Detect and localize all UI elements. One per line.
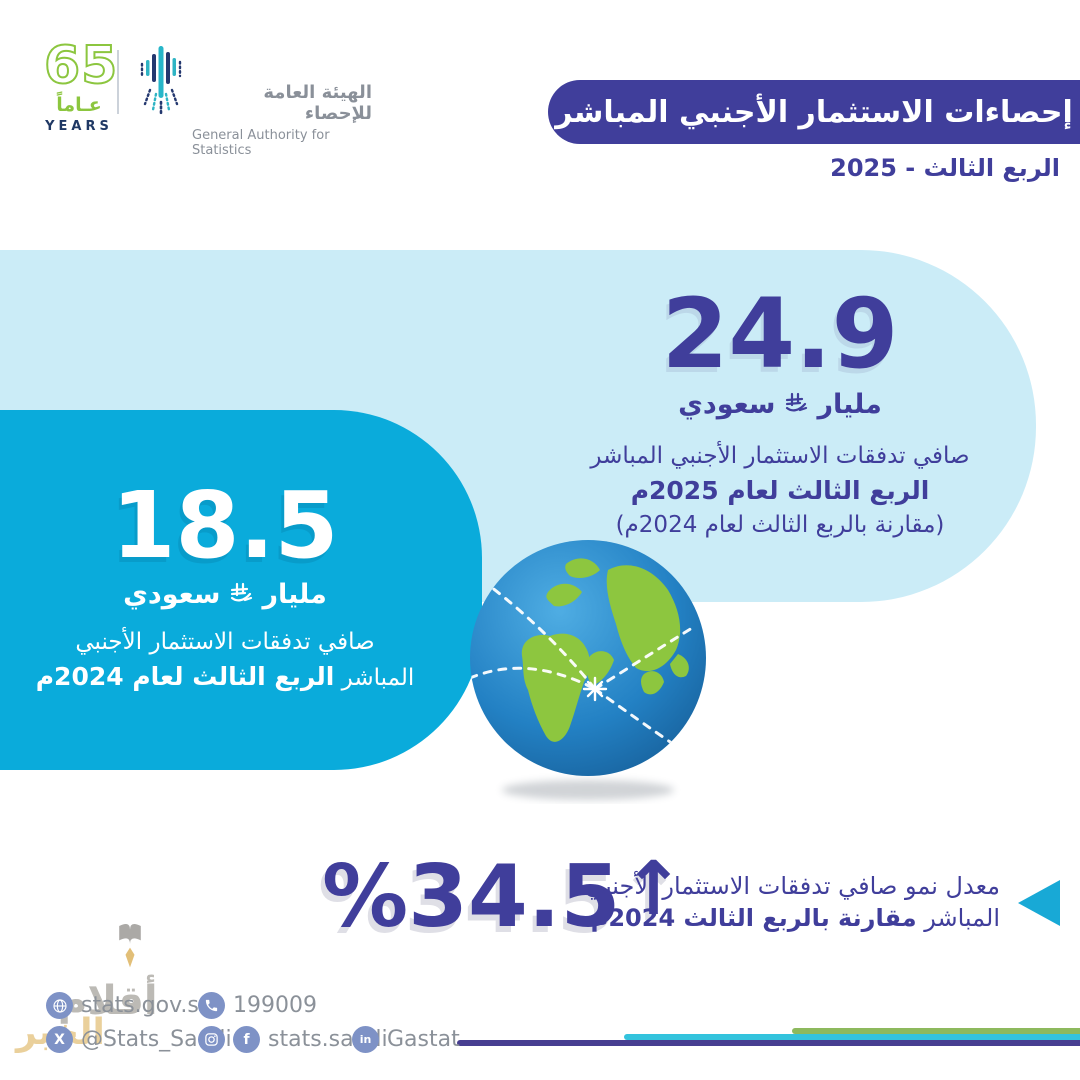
stat-2025-desc-line2: الربع الثالث لعام 2025م (630, 476, 930, 506)
route-hub-star (582, 676, 608, 702)
continent-scandinavia (565, 558, 600, 578)
growth-desc-line1: معدل نمو صافي تدفقات الاستثمار الأجنبي (585, 872, 1000, 900)
route-line (593, 687, 678, 748)
watermark-word1: أقلام (58, 978, 158, 1024)
authority-name-block: الهيئة العامة للإحصاء General Authority … (192, 82, 372, 158)
stat-2024-block: 18.5 مليار سعودي صافي تدفقات الاستثمار ا… (15, 472, 435, 696)
stat-2025-block: 24.9 مليار سعودي صافي تدفقات الاستثمار ا… (565, 284, 995, 543)
stat-2024-desc-line2: المباشر الربع الثالث لعام 2024م (35, 661, 415, 691)
decor-line-purple (457, 1040, 1080, 1046)
growth-desc-line2: المباشر مقارنة بالربع الثالث 2024م (590, 904, 1000, 933)
authority-name-english: General Authority for Statistics (192, 128, 330, 158)
authority-name-arabic: الهيئة العامة للإحصاء (263, 82, 372, 124)
instagram-icon (198, 1026, 225, 1053)
saudi-riyal-symbol-icon (786, 393, 808, 412)
facebook-icon: f (233, 1026, 260, 1053)
globe-icon (46, 992, 73, 1019)
stat-2025-value: 24.9 (661, 278, 899, 390)
linkedin-icon: in (352, 1026, 379, 1053)
continent-east-asia (670, 654, 689, 678)
linkedin-handle-label[interactable]: Gastat (387, 1027, 460, 1052)
route-line (470, 666, 597, 691)
anniversary-arabic-label: عـاماً (56, 94, 102, 116)
unit-milyar-label: مليار (262, 578, 327, 610)
phone-icon (198, 992, 225, 1019)
globe-illustration (470, 540, 706, 800)
up-arrow-icon: ↑ (622, 846, 685, 932)
phone-contact[interactable]: 199009 (198, 992, 317, 1019)
globe-shadow (502, 780, 674, 800)
anniversary-65-logo: 65 عـاماً YEARS (43, 36, 119, 134)
website-label[interactable]: stats.gov.sa (81, 993, 213, 1018)
banner-title: إحصاءات الاستثمار الأجنبي المباشر (555, 94, 1073, 130)
stat-2025-desc-line3: (مقارنة بالربع الثالث لعام 2024م) (615, 512, 945, 539)
logo-divider (117, 50, 119, 114)
stat-2025-desc-line1: صافي تدفقات الاستثمار الأجنبي المباشر (590, 442, 970, 469)
unit-saudi-label: سعودي (678, 388, 776, 420)
stat-2024-description: صافي تدفقات الاستثمار الأجنبي المباشر ال… (15, 626, 435, 696)
x-twitter-icon: X (46, 1026, 73, 1053)
website-link[interactable]: stats.gov.sa (46, 992, 212, 1019)
stat-2024-unit: مليار سعودي (15, 579, 435, 610)
unit-milyar-label: مليار (817, 388, 882, 420)
unit-saudi-label: سعودي (123, 578, 221, 610)
growth-description: معدل نمو صافي تدفقات الاستثمار الأجنبي ا… (550, 870, 1000, 935)
phone-label[interactable]: 199009 (233, 993, 317, 1018)
growth-rate-value: %34.5 ↑ (322, 846, 685, 947)
saudi-riyal-symbol-icon (231, 582, 253, 602)
gastat-logo-icon (140, 46, 182, 116)
stat-2024-value: 18.5 (111, 472, 339, 579)
continent-arabia (586, 651, 614, 686)
continent-india (641, 671, 664, 695)
continent-asia (606, 565, 681, 672)
stat-2025-description: صافي تدفقات الاستثمار الأجنبي المباشر ال… (565, 440, 995, 543)
watermark-logo-icon (119, 923, 141, 968)
decor-line-green (792, 1028, 1080, 1034)
anniversary-number: 65 (43, 36, 119, 96)
linkedin-link[interactable]: in Gastat (352, 1026, 460, 1053)
period-label: الربع الثالث - 2025 (830, 154, 1060, 182)
left-pointer-icon (1018, 880, 1060, 926)
title-banner: إحصاءات الاستثمار الأجنبي المباشر (548, 80, 1080, 144)
route-line (480, 578, 597, 691)
stat-2025-unit: مليار سعودي (565, 389, 995, 420)
anniversary-english-label: YEARS (45, 119, 113, 134)
decor-line-cyan (624, 1034, 1080, 1040)
stat-2024-desc-line1: صافي تدفقات الاستثمار الأجنبي (75, 628, 375, 655)
continent-europe (546, 583, 582, 607)
